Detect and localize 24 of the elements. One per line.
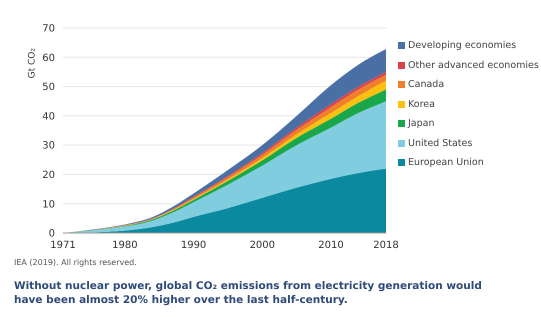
y-tick-label: 0 xyxy=(48,228,55,240)
x-tick-label: 1980 xyxy=(112,240,138,252)
y-tick-label: 70 xyxy=(42,24,55,35)
y-tick-label: 40 xyxy=(42,111,55,122)
y-tick-label: 60 xyxy=(42,52,55,64)
x-tick-label: 2018 xyxy=(373,240,399,252)
x-tick-label: 2010 xyxy=(318,240,344,252)
x-tick-label: 2000 xyxy=(250,240,276,252)
y-tick-label: 30 xyxy=(42,140,55,152)
legend-label: United States xyxy=(408,138,472,149)
y-tick-label: 50 xyxy=(42,82,55,94)
text: IEA (2019). All rights reserved. xyxy=(14,258,138,267)
legend-label: Developing economies xyxy=(408,40,516,52)
legend-label: Canada xyxy=(408,79,444,90)
legend-label: European Union xyxy=(408,157,484,168)
x-tick-label: 1990 xyxy=(180,240,206,252)
legend-label: Japan xyxy=(408,118,434,130)
x-tick-label: 1971 xyxy=(50,240,76,252)
y-tick-label: 20 xyxy=(42,170,55,181)
legend-label: Korea xyxy=(408,98,435,110)
y-tick-label: 10 xyxy=(42,199,55,210)
legend-label: Other advanced economies xyxy=(408,60,539,71)
text: Without nuclear power, global CO₂ emissions from electricity generation would have been almost 20% higher over the last half-century. xyxy=(14,279,483,307)
y-axis-title: Gt CO₂ xyxy=(27,48,38,78)
